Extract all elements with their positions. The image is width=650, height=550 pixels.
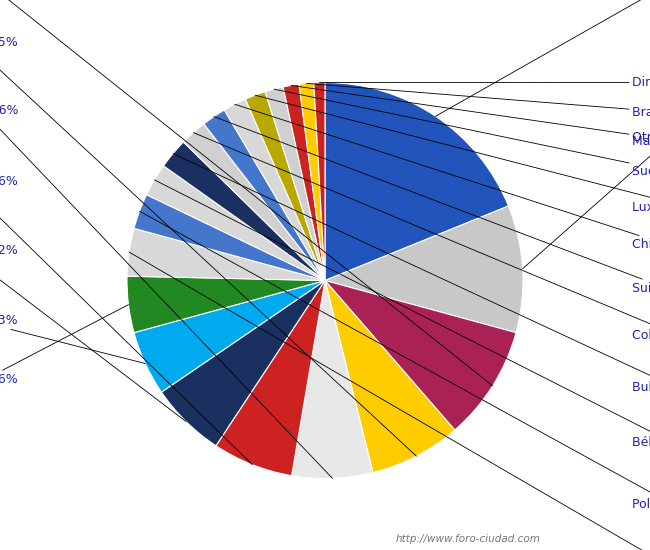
Wedge shape — [161, 280, 325, 446]
Wedge shape — [314, 82, 325, 280]
Wedge shape — [325, 280, 455, 472]
Wedge shape — [127, 276, 325, 333]
Text: Italia 4.6%: Italia 4.6% — [0, 305, 129, 386]
Wedge shape — [299, 83, 325, 280]
Text: Portugal 5.3%: Portugal 5.3% — [0, 314, 145, 364]
Text: Corea 6.6%: Corea 6.6% — [0, 104, 332, 478]
Wedge shape — [204, 110, 325, 280]
Wedge shape — [164, 142, 325, 280]
Text: Países Bajos 6.2%: Países Bajos 6.2% — [0, 244, 186, 422]
Wedge shape — [283, 84, 325, 280]
Wedge shape — [245, 92, 325, 280]
Text: http://www.foro-ciudad.com: http://www.foro-ciudad.com — [396, 535, 540, 544]
Text: Dinamarca 0.9%: Dinamarca 0.9% — [319, 76, 650, 89]
Text: Colombia 2.2%: Colombia 2.2% — [193, 133, 650, 343]
Text: Polonia 2.9%: Polonia 2.9% — [140, 211, 650, 511]
Wedge shape — [325, 82, 508, 280]
Text: Suecia 1.5%: Suecia 1.5% — [274, 89, 650, 178]
Text: China 1.9%: China 1.9% — [235, 104, 650, 251]
Wedge shape — [146, 166, 325, 280]
Wedge shape — [265, 87, 325, 280]
Wedge shape — [216, 280, 325, 476]
Text: Marruecos 1.3%: Marruecos 1.3% — [291, 85, 650, 148]
Text: Bulgaria 2.5%: Bulgaria 2.5% — [173, 153, 650, 394]
Text: Reino Unido 6.6%: Reino Unido 6.6% — [0, 175, 252, 465]
Wedge shape — [127, 228, 325, 280]
Text: Suiza 2.0%: Suiza 2.0% — [214, 117, 650, 295]
Text: Segovia - Turistas extranjeros según país - Abril de 2024: Segovia - Turistas extranjeros según paí… — [118, 13, 532, 29]
Text: Bélgica 2.7%: Bélgica 2.7% — [155, 180, 650, 449]
Text: Alemania 7.5%: Alemania 7.5% — [0, 36, 417, 456]
Wedge shape — [292, 280, 373, 478]
Text: Luxemburgo 1.7%: Luxemburgo 1.7% — [255, 95, 650, 214]
Wedge shape — [325, 280, 516, 430]
Wedge shape — [183, 124, 325, 280]
Wedge shape — [134, 280, 325, 392]
Wedge shape — [134, 195, 325, 280]
Wedge shape — [325, 206, 523, 333]
Text: Austria 3.9%: Austria 3.9% — [129, 252, 650, 550]
Text: Francia 18.9%: Francia 18.9% — [436, 0, 650, 116]
Text: EEUU 9.4%: EEUU 9.4% — [0, 0, 493, 386]
Text: Otros 10.4%: Otros 10.4% — [523, 131, 650, 269]
Text: Brasil 1.2%: Brasil 1.2% — [306, 84, 650, 119]
Wedge shape — [224, 99, 325, 280]
